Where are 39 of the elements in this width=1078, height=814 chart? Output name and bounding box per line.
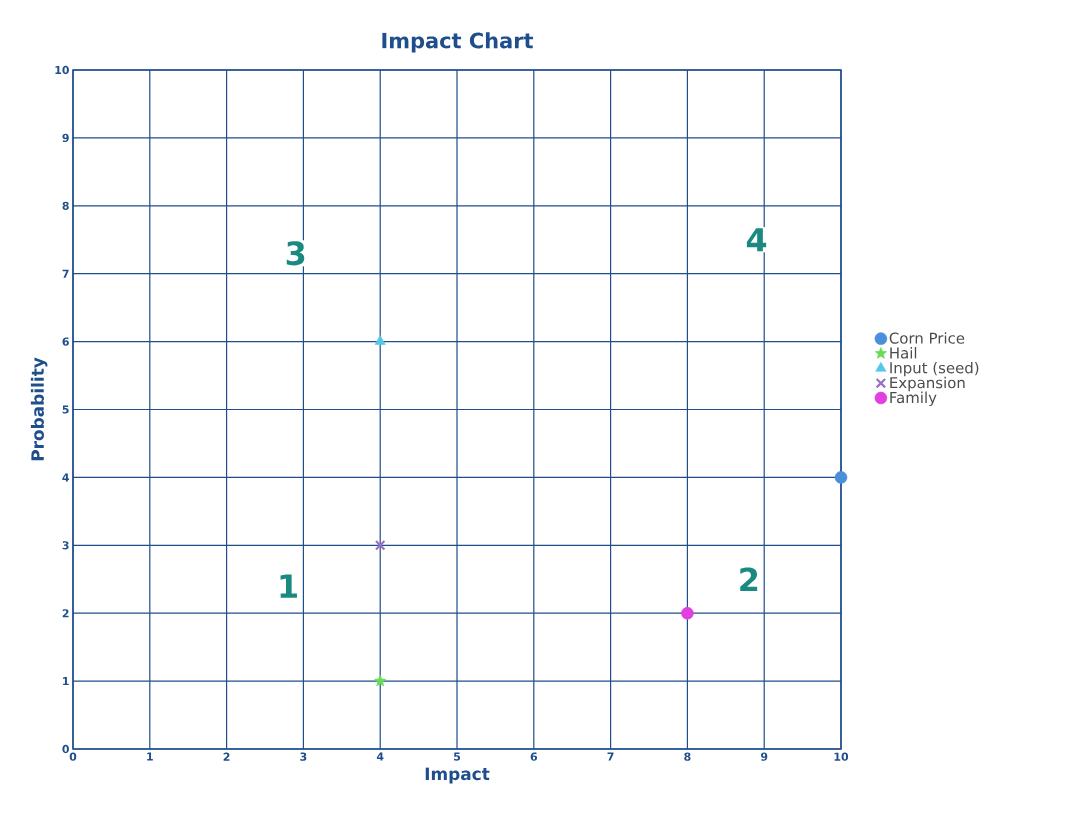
point xyxy=(681,606,694,620)
point xyxy=(374,674,387,687)
y-tick-label: 4 xyxy=(62,473,69,482)
annotation: 1 xyxy=(280,574,297,598)
x-tick-label: 4 xyxy=(376,752,384,761)
x-tick-label: 1 xyxy=(147,752,153,761)
y-tick-label: 9 xyxy=(62,133,69,143)
x-tick-label: 2 xyxy=(223,752,230,761)
legend-label: Corn Price xyxy=(889,332,965,344)
y-tick-label: 2 xyxy=(62,609,69,618)
y-tick-label: 6 xyxy=(62,337,69,346)
legend-label: Expansion xyxy=(890,376,965,392)
legend-label: Input (seed) xyxy=(890,361,979,377)
chart-title: Impact Chart xyxy=(382,32,534,53)
point xyxy=(374,335,386,345)
y-tick-label: 10 xyxy=(55,65,69,75)
x-tick-label: 8 xyxy=(684,752,691,761)
x-tick-label: 9 xyxy=(760,752,768,761)
point xyxy=(374,539,386,551)
legend-label: Family xyxy=(890,391,937,407)
y-tick-label: 0 xyxy=(62,744,69,754)
x-tick-label: 0 xyxy=(69,752,77,761)
y-tick-label: 8 xyxy=(62,201,69,210)
x-tick-label: 6 xyxy=(530,752,538,761)
x-axis-title: Impact xyxy=(425,767,490,784)
point xyxy=(834,471,848,484)
annotation: 2 xyxy=(740,567,758,592)
annotation: 3 xyxy=(286,241,305,266)
x-tick-label: 3 xyxy=(300,752,307,761)
x-tick-label: 10 xyxy=(834,752,849,761)
x-tick-label: 7 xyxy=(607,752,614,761)
y-axis-title: Probability xyxy=(30,357,48,461)
y-tick-label: 1 xyxy=(63,677,69,686)
legend-label: Hail xyxy=(890,347,917,359)
x-tick-label: 5 xyxy=(454,752,461,761)
annotation: 4 xyxy=(746,228,767,252)
y-tick-label: 3 xyxy=(62,541,69,550)
y-tick-label: 7 xyxy=(62,269,69,278)
y-tick-label: 5 xyxy=(62,405,69,414)
